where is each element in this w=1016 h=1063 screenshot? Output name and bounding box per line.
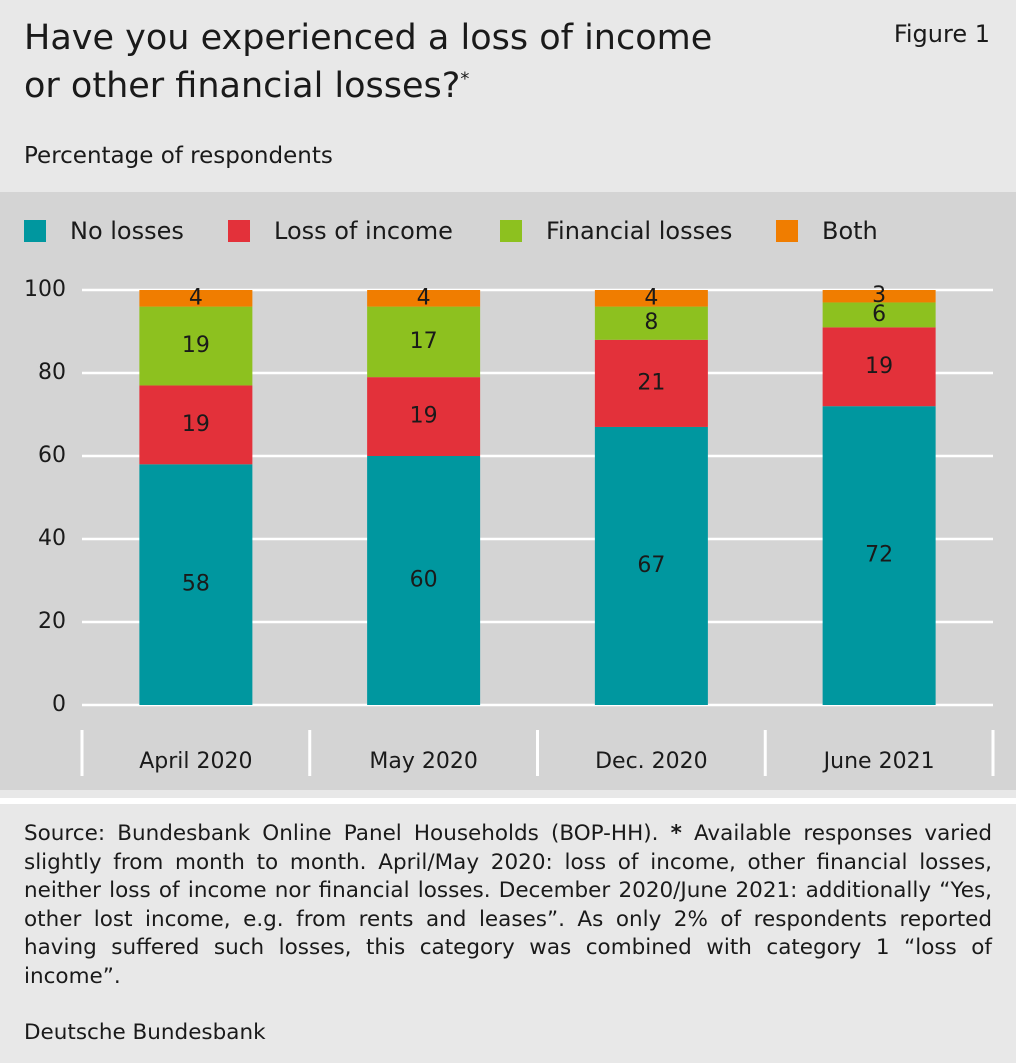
bar-segment bbox=[139, 464, 253, 705]
bar-segment bbox=[367, 306, 481, 378]
bar-segment bbox=[139, 385, 253, 465]
value-label: 58 bbox=[182, 572, 210, 597]
value-label: 4 bbox=[189, 285, 203, 310]
figure-label: Figure 1 bbox=[893, 20, 990, 48]
bar-segment bbox=[139, 290, 253, 307]
bar-segment bbox=[822, 302, 936, 328]
bar-segment bbox=[367, 456, 481, 705]
title-line: or other financial losses? bbox=[24, 66, 461, 106]
note-marker: * bbox=[670, 821, 682, 846]
value-label: 8 bbox=[644, 310, 658, 335]
value-label: 21 bbox=[637, 370, 665, 395]
title-marker: * bbox=[460, 68, 470, 90]
legend-swatch bbox=[500, 220, 522, 242]
bar-segment bbox=[822, 406, 936, 705]
bar-segment bbox=[594, 290, 708, 307]
value-label: 19 bbox=[182, 412, 210, 437]
value-label: 19 bbox=[182, 333, 210, 358]
chart: No losses Loss of income Financial losses B… bbox=[0, 192, 1016, 790]
title-line: Have you experienced a loss of income bbox=[24, 18, 713, 58]
y-tick-label: 100 bbox=[24, 277, 66, 302]
legend-swatch bbox=[24, 220, 46, 242]
x-tick-label: April 2020 bbox=[139, 749, 252, 774]
legend-label: Financial losses bbox=[546, 217, 732, 245]
bar-segment bbox=[822, 290, 936, 303]
value-label: 6 bbox=[872, 302, 886, 327]
bar-segment bbox=[367, 290, 481, 307]
value-label: 4 bbox=[644, 285, 658, 310]
x-tick-label: Dec. 2020 bbox=[595, 749, 708, 774]
legend-swatch bbox=[228, 220, 250, 242]
legend-swatch bbox=[776, 220, 798, 242]
value-label: 17 bbox=[410, 329, 438, 354]
bar-segment bbox=[822, 327, 936, 407]
value-label: 72 bbox=[865, 543, 893, 568]
source: Source: Bundesbank Online Panel Househol… bbox=[24, 821, 659, 846]
value-label: 4 bbox=[417, 285, 431, 310]
y-tick-label: 20 bbox=[38, 609, 66, 634]
value-label: 19 bbox=[865, 354, 893, 379]
bar-segment bbox=[594, 306, 708, 340]
chart-title: or other financial losses?* bbox=[24, 66, 469, 106]
value-label: 19 bbox=[410, 404, 438, 429]
legend-label: Both bbox=[822, 217, 878, 245]
value-label: 60 bbox=[410, 568, 438, 593]
legend-label: No losses bbox=[70, 217, 184, 245]
y-tick-label: 80 bbox=[38, 360, 66, 385]
y-tick-label: 60 bbox=[38, 443, 66, 468]
x-tick-label: June 2021 bbox=[822, 749, 935, 774]
note-text: Available responses varied slightly from… bbox=[24, 821, 992, 989]
footer: Source: Bundesbank Online Panel Househol… bbox=[0, 798, 1016, 1063]
y-tick-label: 0 bbox=[52, 692, 66, 717]
bar-segment bbox=[594, 426, 708, 705]
bar-segment bbox=[367, 377, 481, 456]
credit: Deutsche Bundesbank bbox=[24, 1020, 266, 1045]
value-label: 67 bbox=[637, 553, 665, 578]
bar-segment bbox=[139, 306, 253, 386]
x-tick-label: May 2020 bbox=[369, 749, 477, 774]
legend-label: Loss of income bbox=[274, 217, 453, 245]
note: Source: Bundesbank Online Panel Househol… bbox=[24, 820, 992, 992]
y-tick-label: 40 bbox=[38, 526, 66, 551]
value-label: 3 bbox=[872, 283, 886, 308]
bar-segment bbox=[594, 339, 708, 427]
subtitle: Percentage of respondents bbox=[24, 143, 333, 169]
chart-title: Have you experienced a loss of income bbox=[24, 18, 712, 58]
